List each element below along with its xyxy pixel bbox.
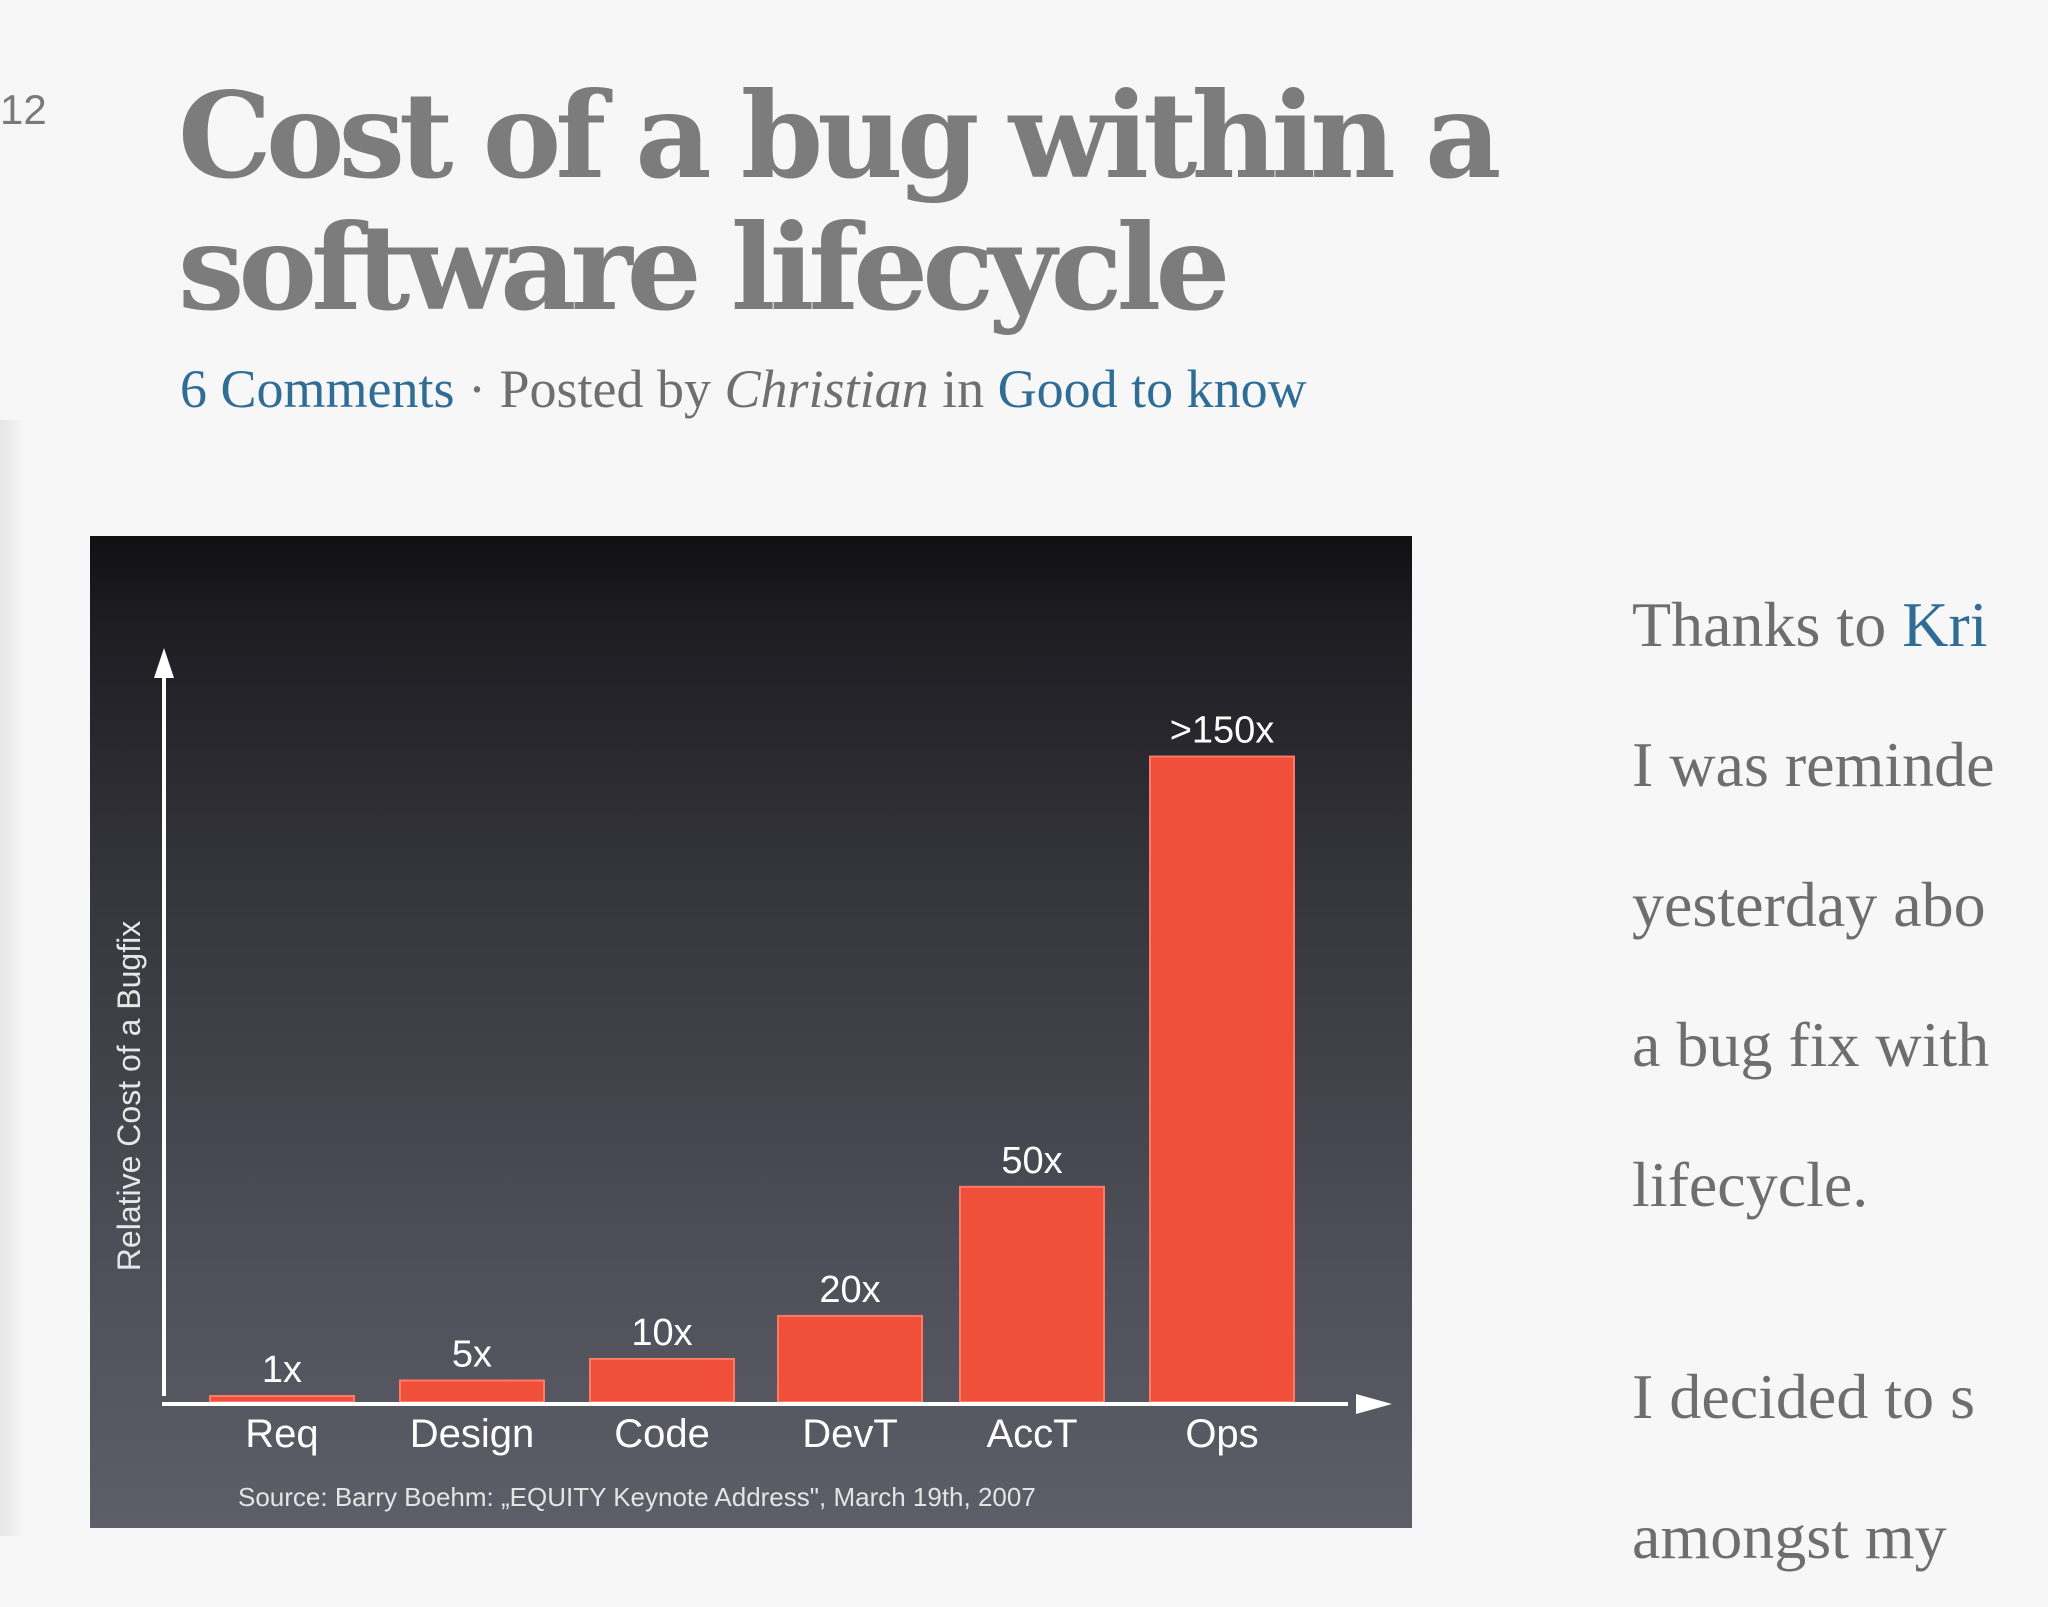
body-line-1: Thanks to Kri (1632, 589, 1988, 660)
post-title[interactable]: Cost of a bug within a software lifecycl… (178, 66, 1501, 337)
bar-code (589, 1357, 735, 1404)
body-line-4: a bug fix with (1632, 1009, 1990, 1080)
left-edge-shadow (0, 420, 24, 1536)
value-label-code: 10x (631, 1312, 692, 1354)
body-line-5: lifecycle. (1632, 1149, 1869, 1220)
post-number: 12 (0, 86, 47, 133)
bar-design (399, 1379, 545, 1404)
category-label-devt: DevT (802, 1412, 898, 1456)
value-label-devt: 20x (819, 1269, 880, 1311)
post-meta: 6 Comments · Posted by Christian in Good… (180, 356, 1307, 422)
y-axis-arrow (154, 648, 174, 678)
category-link[interactable]: Good to know (997, 359, 1307, 419)
in-text: in (928, 359, 998, 419)
labels-layer: 1x Req 5x Design 10x Code 20x DevT 50x AccT >150x O… (245, 710, 1274, 1456)
chart-svg: 1x Req 5x Design 10x Code 20x DevT 50x AccT >150x O… (111, 648, 1392, 1456)
category-label-ops: Ops (1185, 1412, 1258, 1456)
body-line-7: amongst my (1632, 1501, 1947, 1572)
body-author-link[interactable]: Kri (1902, 589, 1988, 660)
category-label-code: Code (614, 1412, 710, 1456)
body-line-6: I decided to s (1632, 1361, 1975, 1432)
category-label-design: Design (410, 1412, 535, 1456)
value-label-req: 1x (262, 1349, 302, 1391)
bar-acct (959, 1185, 1105, 1404)
value-label-design: 5x (452, 1333, 492, 1375)
y-axis-label: Relative Cost of a Bugfix (111, 921, 147, 1271)
comments-link[interactable]: 6 Comments (180, 359, 455, 419)
bar-req (209, 1395, 355, 1403)
chart-source: Source: Barry Boehm: „EQUITY Keynote Add… (238, 1482, 1036, 1512)
bars-layer (209, 755, 1295, 1404)
bar-ops (1149, 755, 1295, 1403)
posted-by-text: · Posted by (454, 359, 725, 419)
x-axis-arrow (1356, 1394, 1392, 1414)
post-body: Thanks to Kri I was reminde yesterday ab… (1632, 555, 2048, 1607)
author-name: Christian (724, 359, 929, 419)
value-label-ops: >150x (1170, 710, 1275, 752)
bar-devt (777, 1314, 923, 1403)
value-label-acct: 50x (1001, 1140, 1062, 1182)
body-line-2: I was reminde (1632, 729, 1995, 800)
category-label-acct: AccT (986, 1412, 1077, 1456)
paragraph-gap (1632, 1255, 2048, 1327)
body-line-3: yesterday abo (1632, 869, 1986, 940)
category-label-req: Req (245, 1412, 318, 1456)
bug-cost-chart: 1x Req 5x Design 10x Code 20x DevT 50x AccT >150x O… (90, 536, 1412, 1528)
